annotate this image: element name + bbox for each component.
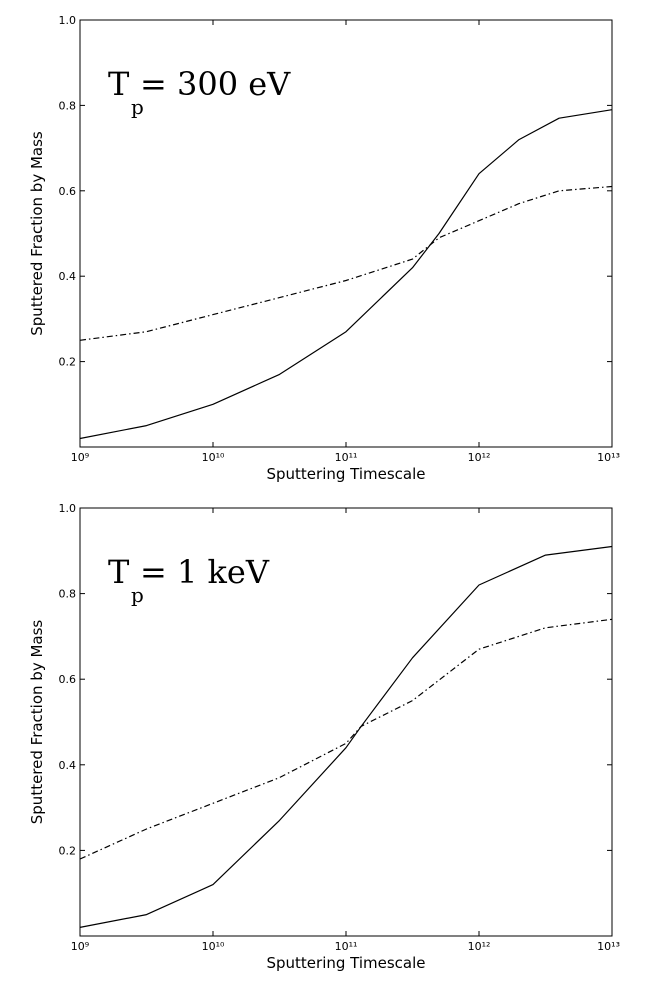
panel-label-subscript: p bbox=[131, 583, 144, 607]
y-tick-label: 1.0 bbox=[59, 502, 77, 515]
panel-label-symbol: T bbox=[108, 65, 130, 103]
series-line-solid bbox=[79, 109, 613, 440]
x-tick-label: 10¹³ bbox=[597, 940, 620, 953]
x-tick-label: 10¹³ bbox=[597, 451, 620, 464]
x-tick-label: 10⁹ bbox=[71, 451, 89, 464]
y-tick-label: 0.8 bbox=[59, 588, 77, 601]
x-tick-label: 10¹⁰ bbox=[202, 940, 225, 953]
y-tick-label: 0.6 bbox=[59, 673, 77, 686]
series-line-dashed bbox=[79, 185, 613, 341]
panel-label-subscript: p bbox=[131, 95, 144, 119]
panel-label-value: = 300 eV bbox=[140, 65, 291, 103]
chart-panel-1: 10⁹ 10¹⁰ 10¹¹ 10¹² 10¹³ 0.2 0.4 0.6 0.8 1.0 Sputte… bbox=[28, 14, 620, 483]
x-tick-label: 10¹¹ bbox=[335, 940, 358, 953]
panel-label: Tp = 1 keV bbox=[108, 553, 270, 607]
series-line-solid bbox=[79, 545, 613, 928]
x-tick-label: 10¹² bbox=[468, 451, 491, 464]
y-tick-label: 0.2 bbox=[59, 356, 77, 369]
y-tick-label: 1.0 bbox=[59, 14, 77, 27]
y-tick-label: 0.2 bbox=[59, 844, 77, 857]
panel-label: Tp = 300 eV bbox=[108, 65, 291, 119]
y-tick-label: 0.6 bbox=[59, 185, 77, 198]
panel-label-value: = 1 keV bbox=[140, 553, 270, 591]
y-tick-label: 0.8 bbox=[59, 99, 77, 112]
x-tick-label: 10¹² bbox=[468, 940, 491, 953]
x-axis-label: Sputtering Timescale bbox=[266, 954, 425, 972]
y-tick-label: 0.4 bbox=[59, 270, 77, 283]
x-axis-label: Sputtering Timescale bbox=[266, 465, 425, 483]
chart-panel-2: 10⁹ 10¹⁰ 10¹¹ 10¹² 10¹³ 0.2 0.4 0.6 0.8 1.0 Sputte… bbox=[28, 502, 620, 972]
series-line-dashed bbox=[79, 618, 613, 860]
x-tick-label: 10⁹ bbox=[71, 940, 89, 953]
y-axis-label: Sputtered Fraction by Mass bbox=[28, 131, 46, 336]
x-tick-label: 10¹¹ bbox=[335, 451, 358, 464]
panel-label-symbol: T bbox=[108, 553, 130, 591]
y-axis-label: Sputtered Fraction by Mass bbox=[28, 620, 46, 825]
y-tick-label: 0.4 bbox=[59, 759, 77, 772]
x-tick-label: 10¹⁰ bbox=[202, 451, 225, 464]
